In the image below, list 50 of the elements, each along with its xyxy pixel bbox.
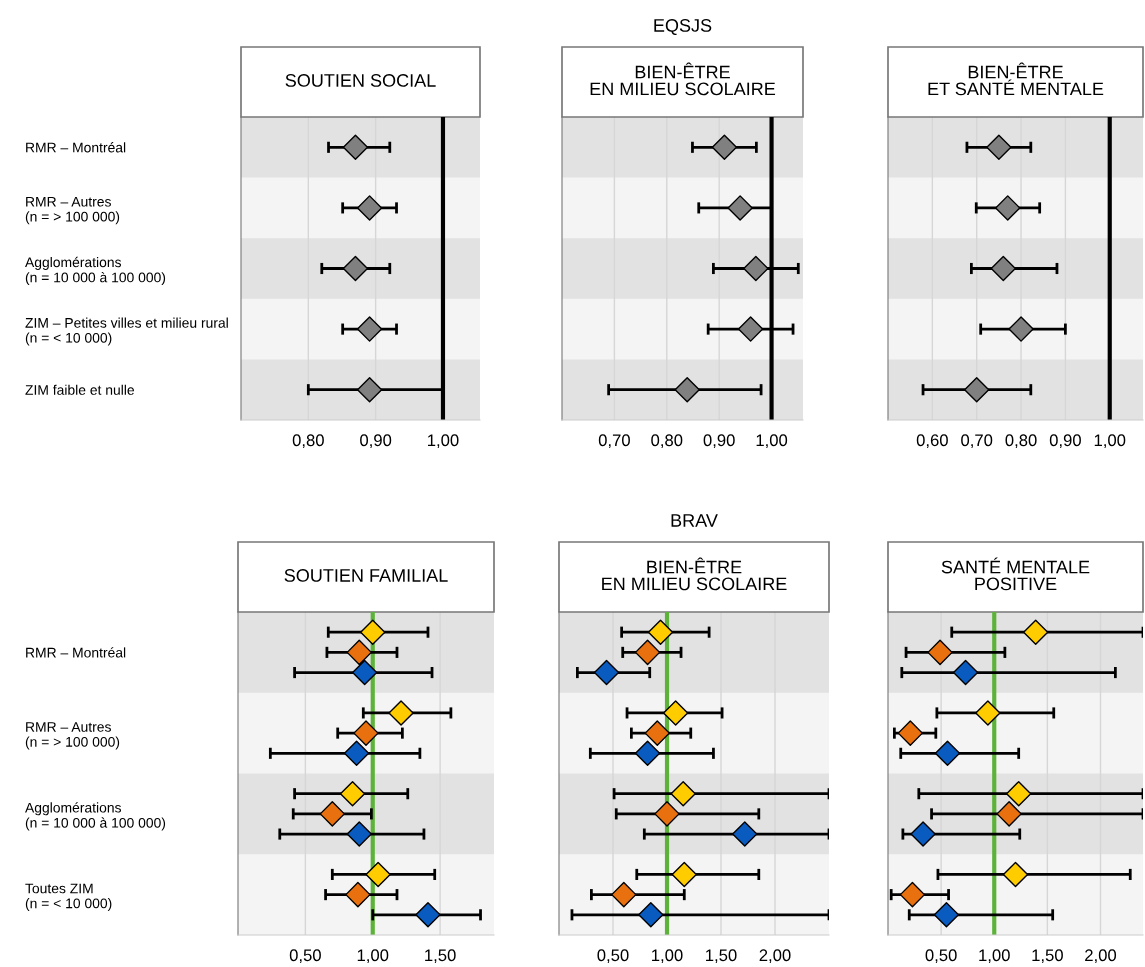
y-tick-label: RMR – Autres (n = > 100 000)	[25, 196, 120, 225]
chart-title: SOUTIEN FAMILIAL	[284, 569, 448, 582]
x-tick-label: 0,80	[292, 434, 324, 449]
x-tick-label: 0,50	[925, 949, 957, 964]
x-tick-label: 2,00	[759, 949, 791, 964]
x-tick-label: 1,50	[1032, 949, 1063, 964]
x-tick-label: 1,50	[706, 949, 737, 964]
x-tick-label: 0,80	[651, 434, 683, 449]
chart-title: BIEN-ÊTRE EN MILIEU SCOLAIRE	[602, 557, 787, 591]
x-tick-label: 0,70	[961, 434, 993, 449]
point	[990, 255, 1017, 282]
point	[963, 376, 990, 403]
point	[727, 195, 753, 221]
y-tick-label: Agglomérations (n = 10 000 à 100 000)	[25, 802, 166, 831]
point	[1008, 316, 1034, 342]
y-tick-label: RMR – Autres (n = > 100 000)	[25, 722, 120, 750]
y-tick-label: ZIM – Petites villes et milieu rural (n = < 10 000)	[25, 317, 228, 346]
text: BRAV	[671, 514, 718, 527]
x-tick-label: 1,00	[652, 949, 683, 964]
x-tick-label: 1,50	[425, 949, 456, 964]
x-tick-label: 1,00	[428, 434, 459, 449]
point	[737, 316, 764, 342]
x-tick-label: 1,00	[357, 949, 389, 964]
y-tick-label: RMR – Montréal	[26, 142, 126, 153]
point	[743, 255, 769, 282]
chart-title: BIEN-ÊTRE ET SANTÉ MENTALE	[928, 62, 1104, 96]
x-tick-label: 1,00	[756, 434, 788, 449]
point	[995, 195, 1021, 221]
chart-title: SANTÉ MENTALE POSITIVE	[941, 557, 1090, 591]
x-tick-label: 2,00	[1085, 949, 1117, 964]
x-tick-label: 0,90	[1049, 434, 1081, 449]
x-tick-label: 0,90	[360, 434, 392, 449]
point	[711, 134, 738, 161]
point	[986, 134, 1012, 161]
x-tick-label: 0,70	[598, 434, 630, 449]
text: EQSJS	[654, 19, 712, 36]
point	[674, 376, 700, 403]
x-tick-label: 0,90	[703, 434, 735, 449]
y-tick-label: RMR – Montréal	[26, 647, 126, 658]
x-tick-label: 0,50	[289, 949, 321, 964]
x-tick-label: 0,60	[916, 434, 948, 449]
chart-title: SOUTIEN SOCIAL	[285, 74, 436, 87]
y-tick-label: ZIM faible et nulle	[25, 384, 134, 395]
x-tick-label: 0,80	[1005, 434, 1037, 449]
y-tick-label: Toutes ZIM (n = < 10 000)	[25, 883, 112, 912]
x-tick-label: 0,50	[597, 949, 629, 964]
chart-title: BIEN-ÊTRE EN MILIEU SCOLAIRE	[590, 62, 776, 96]
x-tick-label: 1,00	[1094, 434, 1126, 449]
x-tick-label: 1,00	[979, 949, 1010, 964]
y-tick-label: Agglomérations (n = 10 000 à 100 000)	[25, 256, 166, 286]
